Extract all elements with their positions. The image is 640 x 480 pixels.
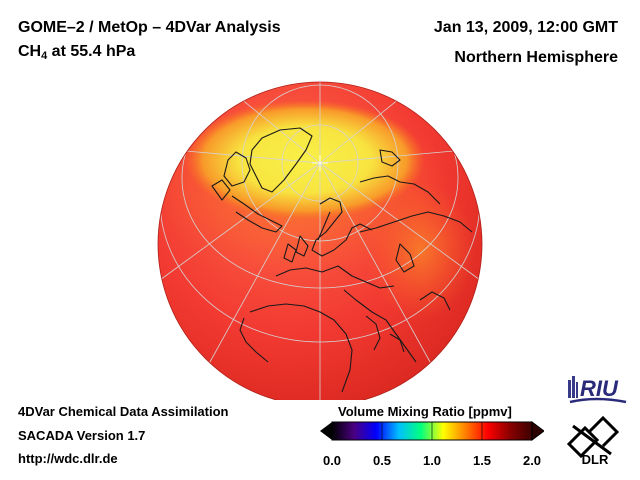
species-name: CH (18, 43, 42, 60)
colorbar-tick-label-3: 1.5 (472, 453, 492, 468)
colorbar-tick-label-4: 2.0 (522, 453, 542, 468)
footer-line1: 4DVar Chemical Data Assimilation (18, 404, 229, 419)
colorbar-under-arrow (320, 422, 332, 440)
colorbar-title: Volume Mixing Ratio [ppmv] (338, 404, 512, 419)
footer-url: http://wdc.dlr.de (18, 451, 118, 466)
date-label: Jan 13, 2009, 12:00 GMT (433, 19, 618, 36)
high-concentration-area (185, 100, 425, 220)
dlr-logo-text: DLR (582, 452, 609, 466)
colorbar-over-arrow (531, 421, 544, 441)
title-line1: GOME–2 / MetOp – 4DVar Analysis (18, 19, 281, 36)
riu-logo-text: RIU (580, 376, 619, 401)
colorbar (320, 421, 544, 441)
globe-outline (157, 81, 483, 400)
species-subscript: 4 (41, 50, 48, 62)
dlr-logo: DLR (566, 415, 620, 466)
pole-marker (312, 155, 328, 171)
colorbar-ticks (331, 422, 533, 440)
pressure-level: at 55.4 hPa (47, 43, 136, 60)
title-species: CH4 at 55.4 hPa (18, 44, 135, 62)
colorbar-tick-label-2: 1.0 (422, 453, 442, 468)
region-label: Northern Hemisphere (454, 49, 618, 66)
globe-map (157, 81, 483, 400)
riu-logo: RIU (568, 376, 627, 404)
colorbar-tick-label-0: 0.0 (322, 453, 342, 468)
colorbar-tick-label-1: 0.5 (372, 453, 392, 468)
footer-line2: SACADA Version 1.7 (18, 428, 146, 443)
coastlines (211, 127, 473, 393)
orange-band-east (365, 180, 475, 320)
